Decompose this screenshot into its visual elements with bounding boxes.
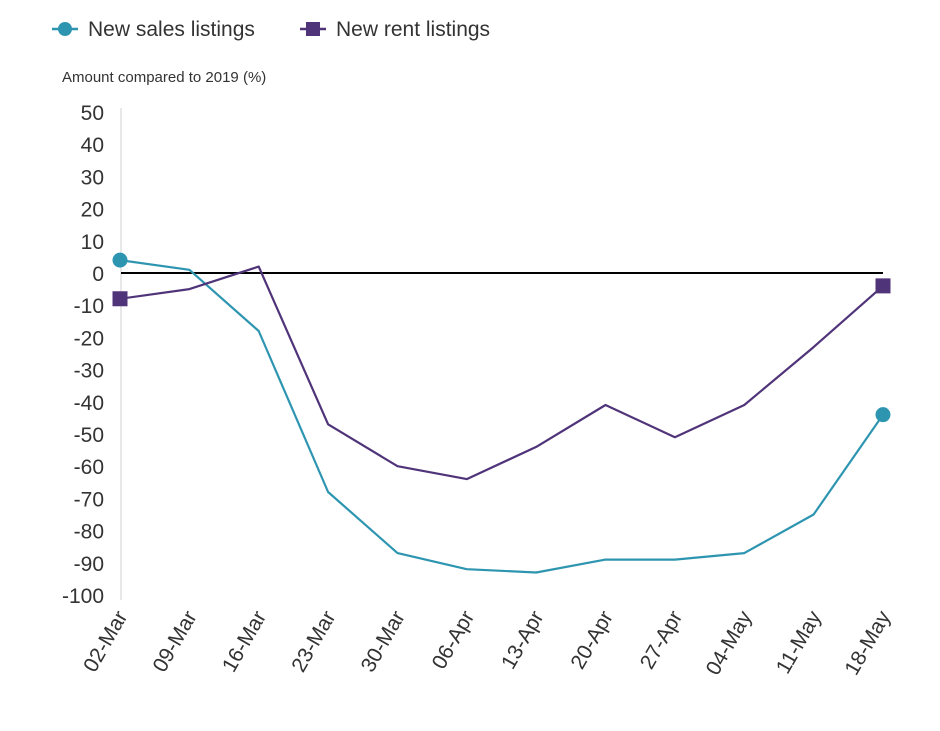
data-point-marker bbox=[875, 407, 891, 423]
x-tick-label: 16-Mar bbox=[218, 607, 271, 676]
series-layer bbox=[112, 252, 891, 574]
y-axis-ticks: 50 40 30 20 10 0 -10 -20 -30 -40 -50 -60 -70 -80 -90 -1… bbox=[62, 102, 104, 608]
data-point-marker bbox=[112, 252, 128, 268]
x-tick-label: 30-Mar bbox=[357, 607, 410, 676]
legend-marker bbox=[306, 22, 320, 36]
y-tick-label: -30 bbox=[74, 360, 104, 383]
legend: New sales listings New rent listings bbox=[52, 18, 490, 41]
x-tick-label: 20-Apr bbox=[566, 607, 617, 673]
y-tick-label: -80 bbox=[74, 521, 104, 544]
y-tick-label: -50 bbox=[74, 424, 104, 447]
y-tick-label: 30 bbox=[81, 166, 104, 189]
x-tick-label: 13-Apr bbox=[497, 607, 548, 673]
data-point-marker bbox=[875, 278, 891, 294]
legend-label: New rent listings bbox=[336, 18, 490, 41]
legend-marker bbox=[58, 22, 72, 36]
series-0 bbox=[112, 252, 891, 574]
y-tick-label: 0 bbox=[92, 263, 104, 286]
y-tick-label: -70 bbox=[74, 488, 104, 511]
y-axis-label: Amount compared to 2019 (%) bbox=[62, 69, 266, 86]
x-tick-label: 27-Apr bbox=[636, 607, 687, 673]
x-tick-label: 09-Mar bbox=[149, 607, 202, 676]
legend-label: New sales listings bbox=[88, 18, 255, 41]
y-tick-label: -60 bbox=[74, 456, 104, 479]
y-tick-label: 10 bbox=[81, 231, 104, 254]
series-line bbox=[119, 265, 884, 481]
data-point-marker bbox=[112, 291, 128, 307]
x-tick-label: 02-Mar bbox=[79, 607, 132, 676]
series-1 bbox=[112, 265, 891, 481]
legend-item: New sales listings bbox=[52, 18, 255, 41]
x-tick-label: 11-May bbox=[772, 607, 826, 678]
series-line bbox=[119, 259, 884, 574]
legend-item: New rent listings bbox=[300, 18, 490, 41]
y-tick-label: -90 bbox=[74, 553, 104, 576]
y-tick-label: -100 bbox=[62, 585, 104, 608]
x-tick-label: 23-Mar bbox=[287, 607, 340, 676]
y-tick-label: 20 bbox=[81, 199, 104, 222]
x-tick-label: 04-May bbox=[702, 607, 757, 680]
y-tick-label: -10 bbox=[74, 295, 104, 318]
y-tick-label: -20 bbox=[74, 327, 104, 350]
x-tick-label: 06-Apr bbox=[428, 607, 479, 673]
x-axis-ticks: 02-Mar 09-Mar 16-Mar 23-Mar 30-Mar 06-Apr 13-A… bbox=[79, 607, 895, 680]
y-tick-label: -40 bbox=[74, 392, 104, 415]
x-tick-label: 18-May bbox=[840, 607, 895, 680]
y-tick-label: 40 bbox=[81, 134, 104, 157]
y-tick-label: 50 bbox=[81, 102, 104, 125]
